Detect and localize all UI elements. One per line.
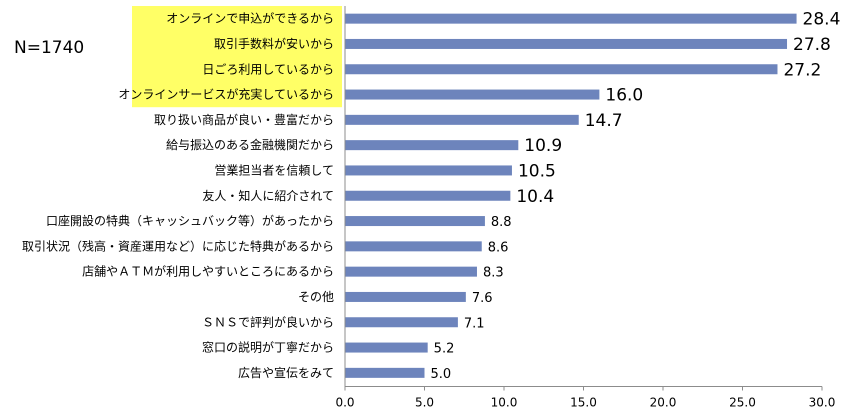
- category-label: 店舗やＡＴＭが利用しやすいところにあるから: [82, 264, 334, 279]
- value-label: 10.5: [518, 161, 556, 181]
- category-label: 取引手数料が安いから: [214, 36, 334, 51]
- bars-layer: [345, 13, 797, 378]
- bar: [345, 317, 458, 328]
- x-tick-label: 15.0: [570, 396, 597, 410]
- category-label: オンラインで申込ができるから: [166, 11, 334, 26]
- sample-size-label: N=1740: [14, 38, 85, 58]
- x-tick-label: 25.0: [729, 396, 756, 410]
- x-tick-label: 10.0: [491, 396, 518, 410]
- value-label: 10.9: [524, 136, 562, 156]
- category-label: 取り扱い商品が良い・豊富だから: [154, 112, 334, 127]
- value-label: 7.1: [464, 316, 485, 331]
- bar: [345, 140, 519, 151]
- category-label: ＳＮＳで評判が良いから: [202, 314, 334, 329]
- bar: [345, 165, 512, 176]
- value-label: 10.4: [516, 187, 554, 207]
- highlight-layer: [132, 6, 342, 108]
- category-label: その他: [298, 290, 334, 304]
- bar: [345, 367, 425, 378]
- labels-layer: オンラインで申込ができるから 28.4 取引手数料が安いから 27.8 日ごろ利用してい…: [22, 10, 840, 382]
- category-label: 取引状況（残高・資産運用など）に応じた特典があるから: [22, 238, 334, 253]
- axis-layer: 0.0 5.0 10.0 15.0 20.0 25.0 30.0: [335, 6, 835, 410]
- value-label: 27.8: [793, 35, 831, 55]
- bar: [345, 266, 477, 277]
- bar: [345, 216, 485, 227]
- bar: [345, 64, 778, 75]
- category-label: 広告や宣伝をみて: [238, 365, 334, 380]
- x-tick-label: 30.0: [809, 396, 836, 410]
- bar: [345, 291, 466, 302]
- x-tick-label: 5.0: [415, 396, 434, 410]
- value-label: 7.6: [472, 291, 493, 306]
- bar: [345, 13, 797, 24]
- category-label: 日ごろ利用しているから: [202, 61, 334, 76]
- bar: [345, 241, 482, 252]
- value-label: 5.2: [434, 342, 455, 357]
- category-label: 営業担当者を信頼して: [214, 163, 334, 177]
- value-label: 16.0: [605, 86, 643, 106]
- bar: [345, 89, 600, 100]
- value-label: 27.2: [783, 60, 821, 80]
- category-label: オンラインサービスが充実しているから: [118, 87, 334, 102]
- value-label: 5.0: [431, 367, 452, 382]
- category-label: 友人・知人に紹介されて: [202, 189, 334, 203]
- value-label: 28.4: [803, 10, 841, 30]
- highlight-box: [132, 6, 342, 108]
- x-tick-label: 20.0: [650, 396, 677, 410]
- bar: [345, 114, 579, 125]
- value-label: 14.7: [585, 111, 623, 131]
- value-label: 8.3: [483, 266, 504, 281]
- bar: [345, 38, 788, 49]
- category-label: 口座開設の特典（キャッシュバック等）があったから: [46, 213, 334, 228]
- value-label: 8.8: [491, 215, 512, 230]
- x-tick-label: 0.0: [335, 396, 354, 410]
- bar: [345, 342, 428, 353]
- category-label: 給与振込のある金融機関だから: [166, 137, 334, 152]
- value-label: 8.6: [488, 240, 509, 255]
- bar: [345, 190, 511, 201]
- category-label: 窓口の説明が丁寧だから: [202, 340, 334, 355]
